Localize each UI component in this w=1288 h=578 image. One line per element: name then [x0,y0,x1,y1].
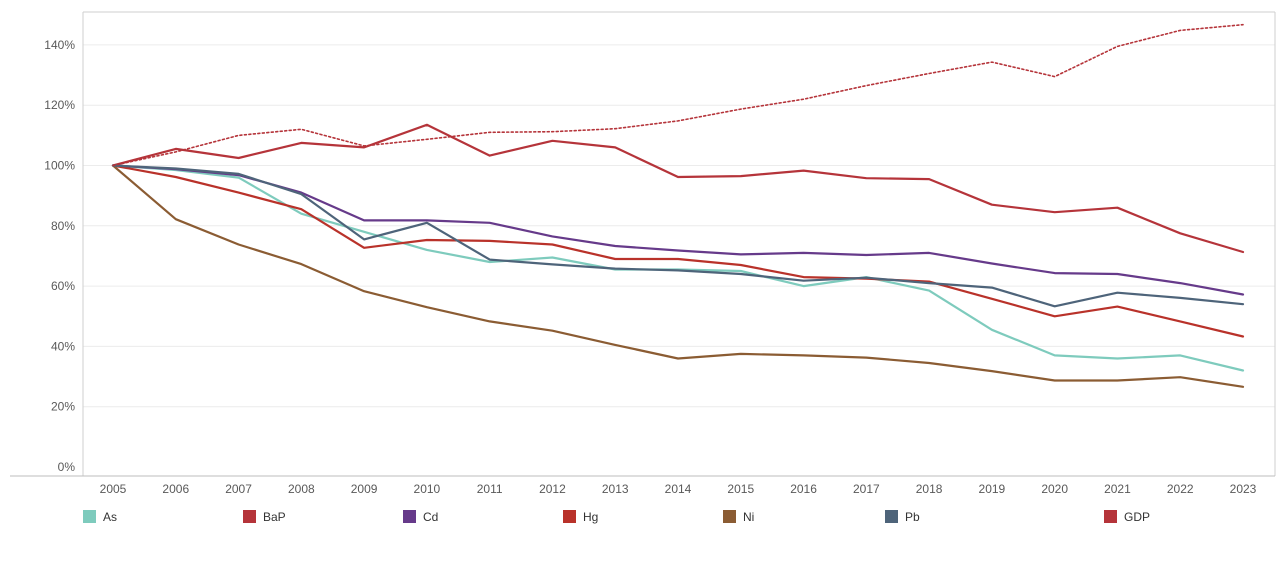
legend-label: Hg [583,510,598,524]
series-line-pb [111,164,1245,308]
legend-label: GDP [1124,510,1150,524]
x-tick-label: 2007 [225,482,252,496]
legend-item-as[interactable]: As [83,510,117,524]
x-tick-label: 2010 [414,482,441,496]
y-tick-label: 80% [51,219,75,233]
legend-swatch [723,510,736,523]
y-tick-label: 140% [44,38,75,52]
plot-frame [10,11,1276,477]
y-tick-label: 120% [44,98,75,112]
legend-swatch [563,510,576,523]
legend-label: Cd [423,510,438,524]
x-tick-label: 2017 [853,482,880,496]
legend-label: Ni [743,510,754,524]
x-tick-label: 2009 [351,482,378,496]
series-line-bap [111,123,1245,254]
y-tick-label: 60% [51,279,75,293]
y-tick-label: 40% [51,339,75,353]
x-tick-label: 2019 [979,482,1006,496]
x-tick-label: 2014 [665,482,692,496]
legend-label: Pb [905,510,920,524]
legend-item-gdp[interactable]: GDP [1104,510,1150,524]
series-line-cd [111,164,1245,296]
x-tick-label: 2023 [1230,482,1257,496]
grid [83,44,1275,408]
legend-swatch [1104,510,1117,523]
y-tick-label: 0% [58,460,76,474]
legend-item-hg[interactable]: Hg [563,510,598,524]
x-tick-label: 2011 [477,482,503,496]
x-tick-label: 2013 [602,482,629,496]
y-axis: 0% 20% 40% 60% 80% 100% 120% 140% [44,38,75,474]
x-tick-label: 2015 [727,482,754,496]
series-line-hg [111,164,1245,338]
legend-label: BaP [263,510,286,524]
x-tick-label: 2021 [1104,482,1131,496]
legend-swatch [403,510,416,523]
legend-item-bap[interactable]: BaP [243,510,286,524]
legend-item-ni[interactable]: Ni [723,510,754,524]
legend-item-pb[interactable]: Pb [885,510,920,524]
series-line-gdp [112,23,1244,167]
legend-swatch [83,510,96,523]
y-tick-label: 20% [51,400,75,414]
series-lines [111,23,1245,388]
x-tick-label: 2012 [539,482,566,496]
x-tick-label: 2020 [1041,482,1068,496]
x-tick-label: 2018 [916,482,943,496]
x-tick-label: 2022 [1167,482,1194,496]
legend: As BaP Cd Hg Ni Pb GDP [83,510,1150,524]
x-tick-label: 2006 [162,482,189,496]
x-tick-label: 2016 [790,482,817,496]
x-axis: 2005 2006 2007 2008 2009 2010 2011 2012 2013 2014… [100,482,1257,496]
x-tick-label: 2005 [100,482,127,496]
x-tick-label: 2008 [288,482,315,496]
legend-swatch [243,510,256,523]
y-tick-label: 100% [44,159,75,173]
series-line-ni [111,164,1245,388]
series-line-as [111,164,1245,372]
legend-swatch [885,510,898,523]
legend-label: As [103,510,117,524]
legend-item-cd[interactable]: Cd [403,510,438,524]
